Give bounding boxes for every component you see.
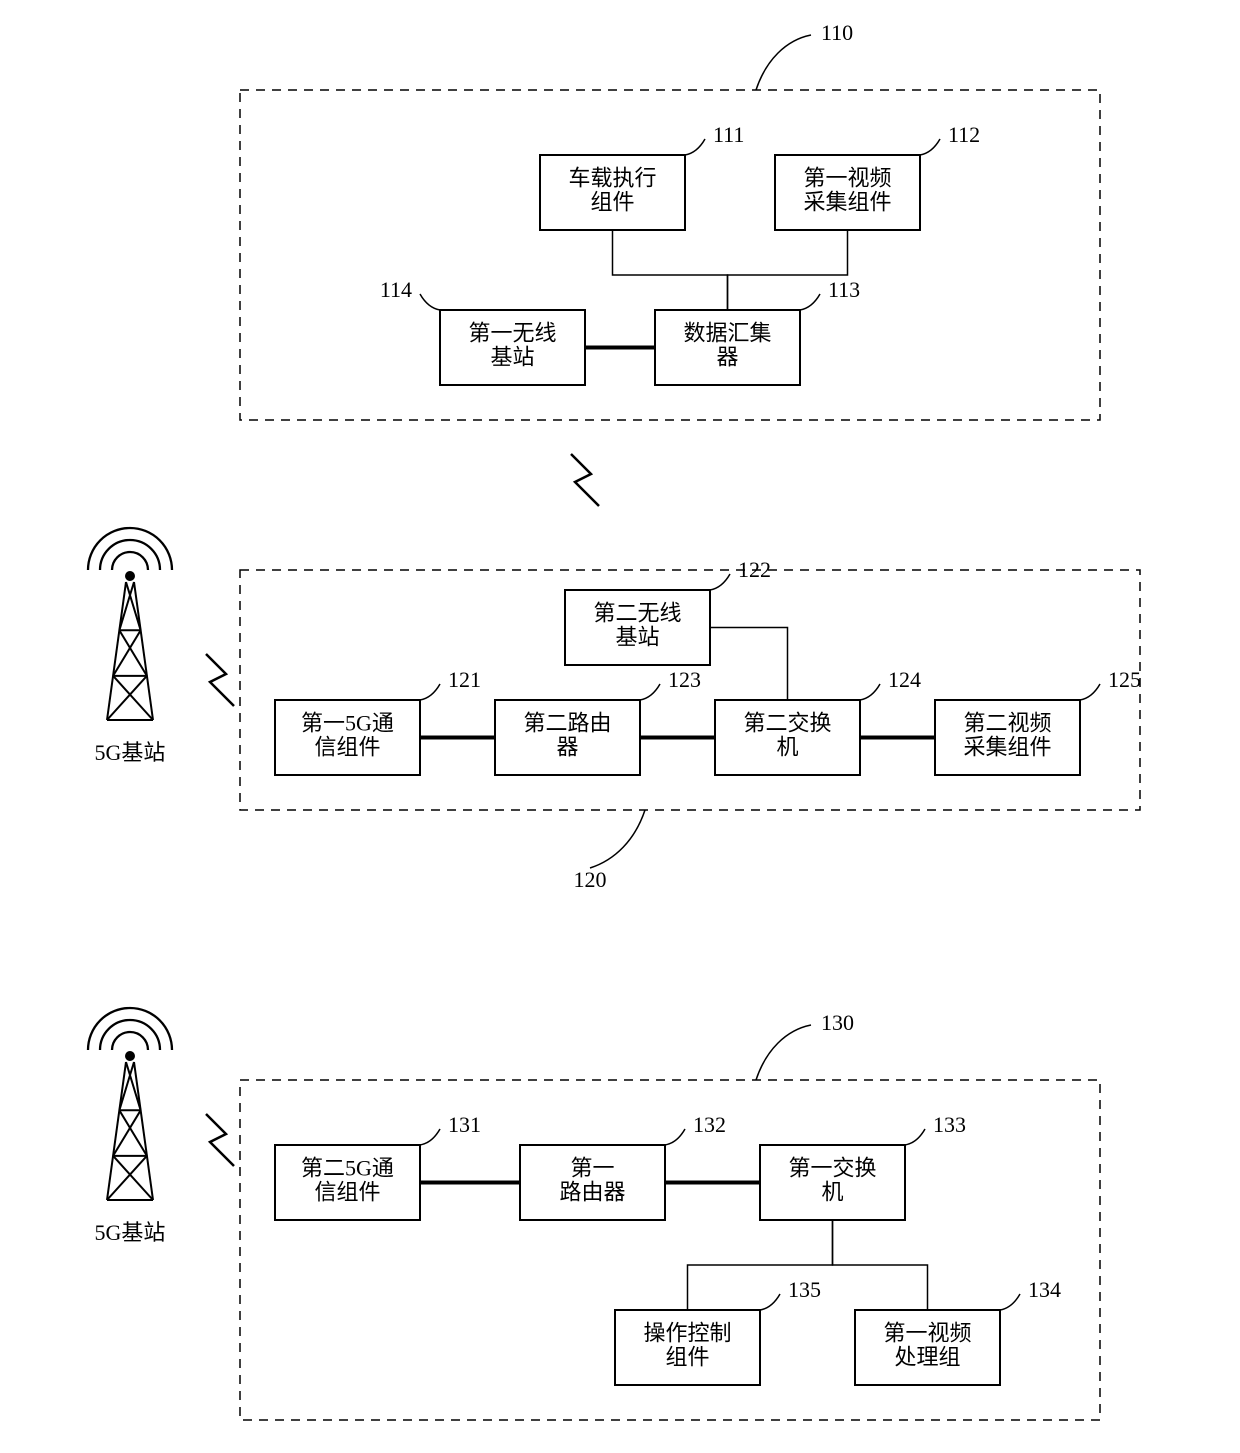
svg-text:路由器: 路由器 <box>559 1180 625 1205</box>
svg-text:数据汇集: 数据汇集 <box>683 321 771 346</box>
svg-text:112: 112 <box>948 122 980 147</box>
svg-text:操作控制: 操作控制 <box>643 1321 731 1346</box>
svg-text:器: 器 <box>716 345 738 370</box>
svg-text:134: 134 <box>1028 1277 1061 1302</box>
tower-icon <box>88 1008 172 1200</box>
svg-text:基站: 基站 <box>615 625 659 650</box>
svg-text:110: 110 <box>821 20 853 45</box>
svg-text:113: 113 <box>828 277 860 302</box>
svg-text:133: 133 <box>933 1112 966 1137</box>
svg-text:处理组: 处理组 <box>894 1345 960 1370</box>
svg-text:130: 130 <box>821 1010 854 1035</box>
svg-text:信组件: 信组件 <box>314 735 380 760</box>
svg-text:组件: 组件 <box>590 190 634 215</box>
svg-text:第二交换: 第二交换 <box>743 711 831 736</box>
svg-text:采集组件: 采集组件 <box>963 735 1051 760</box>
svg-text:131: 131 <box>448 1112 481 1137</box>
tower-icon <box>88 528 172 720</box>
svg-text:123: 123 <box>668 667 701 692</box>
svg-text:121: 121 <box>448 667 481 692</box>
svg-text:第一视频: 第一视频 <box>883 1321 971 1346</box>
svg-text:120: 120 <box>574 867 607 892</box>
svg-text:第二路由: 第二路由 <box>523 711 611 736</box>
svg-text:采集组件: 采集组件 <box>803 190 891 215</box>
svg-text:122: 122 <box>738 557 771 582</box>
svg-text:第一视频: 第一视频 <box>803 166 891 191</box>
edge-b133-b134 <box>833 1220 928 1310</box>
svg-text:器: 器 <box>556 735 578 760</box>
svg-text:第二无线: 第二无线 <box>593 601 681 626</box>
svg-text:111: 111 <box>713 122 744 147</box>
svg-text:机: 机 <box>821 1180 843 1205</box>
wireless-icon <box>571 454 599 506</box>
svg-text:第一5G通: 第一5G通 <box>301 711 394 736</box>
svg-text:135: 135 <box>788 1277 821 1302</box>
svg-text:114: 114 <box>380 277 412 302</box>
svg-text:组件: 组件 <box>665 1345 709 1370</box>
svg-text:基站: 基站 <box>490 345 534 370</box>
svg-text:第一: 第一 <box>570 1156 614 1181</box>
wireless-icon <box>206 1114 234 1166</box>
edge-b111-b113 <box>613 230 728 310</box>
svg-text:5G基站: 5G基站 <box>95 1220 166 1245</box>
svg-text:第一无线: 第一无线 <box>468 321 556 346</box>
svg-text:125: 125 <box>1108 667 1141 692</box>
svg-text:第二5G通: 第二5G通 <box>301 1156 394 1181</box>
svg-text:机: 机 <box>776 735 798 760</box>
svg-text:第一交换: 第一交换 <box>788 1156 876 1181</box>
svg-text:第二视频: 第二视频 <box>963 711 1051 736</box>
edge-b122-b124 <box>710 628 788 701</box>
svg-text:车载执行: 车载执行 <box>568 166 656 191</box>
wireless-icon <box>206 654 234 706</box>
diagram-canvas: 110120130车载执行组件111第一视频采集组件112数据汇集器113第一无… <box>0 0 1240 1453</box>
svg-text:124: 124 <box>888 667 921 692</box>
svg-text:5G基站: 5G基站 <box>95 740 166 765</box>
svg-text:信组件: 信组件 <box>314 1180 380 1205</box>
svg-text:132: 132 <box>693 1112 726 1137</box>
